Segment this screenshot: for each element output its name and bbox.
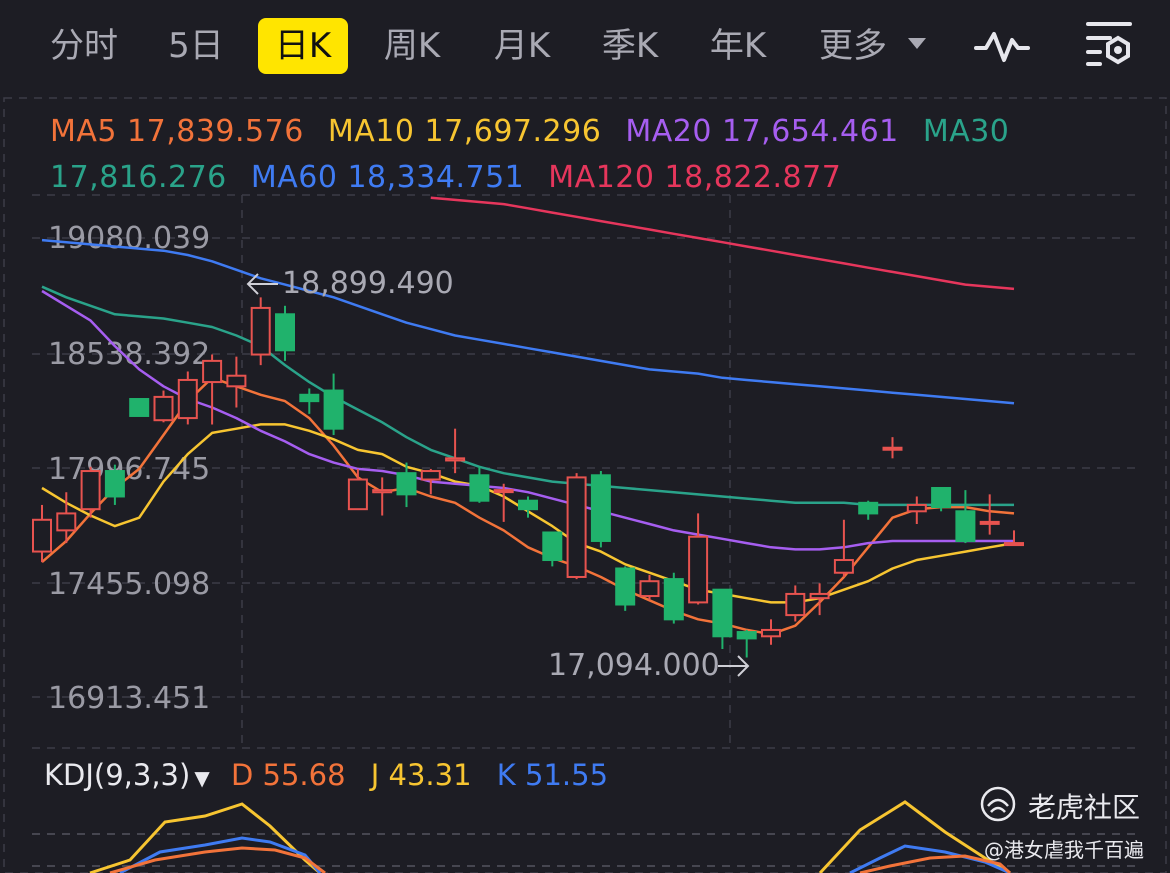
candle[interactable] <box>250 297 271 366</box>
candle[interactable] <box>858 500 879 520</box>
kdj-k-value: 51.55 <box>525 758 609 792</box>
candle[interactable] <box>56 492 77 544</box>
kdj-j-value: 43.31 <box>388 758 472 792</box>
candle[interactable] <box>712 588 733 650</box>
candle[interactable] <box>396 462 417 508</box>
ma60-value: 18,334.751 <box>347 160 525 195</box>
candle[interactable] <box>32 504 52 563</box>
candle[interactable] <box>833 519 854 577</box>
candle[interactable] <box>736 629 757 658</box>
period-tabbar: 分时 5日 日K 周K 月K 季K 年K 更多 <box>0 0 1170 90</box>
ma10-value: 17,697.296 <box>424 114 602 149</box>
kdj-k-line <box>119 836 322 873</box>
candle[interactable] <box>979 494 1000 535</box>
y-axis-label-0: 19080.039 <box>48 221 210 256</box>
kdj-j-label: J <box>370 758 380 792</box>
ma30-label: MA30 <box>922 114 1010 149</box>
candle[interactable] <box>663 572 684 624</box>
ma120-label: MA120 <box>548 160 655 195</box>
kdj-legend[interactable]: KDJ(9,3,3) ▼ D 55.68 J 43.31 K 51.55 <box>44 758 608 792</box>
candle[interactable] <box>931 486 952 512</box>
high-marker-label: 18,899.490 <box>282 266 454 301</box>
candle[interactable] <box>906 496 927 525</box>
candle[interactable] <box>80 466 101 518</box>
chart-frame <box>3 97 1167 873</box>
tab-monthly-k[interactable]: 月K <box>493 26 551 66</box>
candle[interactable] <box>372 477 393 516</box>
candle[interactable] <box>955 490 976 544</box>
candle[interactable] <box>493 483 514 522</box>
tab-more[interactable]: 更多 <box>819 26 887 66</box>
candle[interactable] <box>275 305 295 361</box>
ma-line-ma20 <box>41 289 1014 551</box>
candle[interactable] <box>420 468 441 495</box>
candle[interactable] <box>226 356 247 408</box>
candle[interactable] <box>323 373 344 436</box>
ma-line-ma30 <box>41 285 1014 507</box>
tab-5day[interactable]: 5日 <box>168 26 224 66</box>
ma20-value: 17,654.461 <box>721 114 899 149</box>
y-axis-label-3: 17455.098 <box>48 567 210 602</box>
candle[interactable] <box>809 583 830 616</box>
ma30-value: 17,816.276 <box>50 160 227 195</box>
candle[interactable] <box>347 468 368 511</box>
candle[interactable] <box>615 566 636 611</box>
watermark-user: @港女虐我千百遍 <box>984 838 1144 862</box>
y-axis-label-2: 17996.745 <box>48 452 210 487</box>
candle[interactable] <box>882 437 903 459</box>
tab-daily-k[interactable]: 日K <box>258 18 348 74</box>
ma5-label: MA5 <box>50 114 117 149</box>
kdj-j-line <box>89 802 321 873</box>
ma-line-ma10 <box>41 423 1015 604</box>
ma-line-ma5 <box>41 376 1015 636</box>
candle[interactable] <box>1004 530 1024 547</box>
candle[interactable] <box>566 473 587 580</box>
low-marker-arrowhead <box>737 655 750 677</box>
ma-line-ma60 <box>41 238 1015 405</box>
tab-quarterly-k[interactable]: 季K <box>601 26 659 66</box>
kdj-d-line <box>109 846 326 873</box>
candle[interactable] <box>299 388 320 414</box>
ma-legend-row-2: 17,816.276 MA60 18,334.751 MA120 18,822.… <box>50 160 841 195</box>
candle[interactable] <box>518 496 538 518</box>
settings-icon[interactable] <box>1084 18 1136 70</box>
pulse-icon[interactable] <box>972 26 1032 66</box>
ma20-label: MA20 <box>625 114 712 149</box>
candle[interactable] <box>104 464 125 505</box>
candle[interactable] <box>688 513 709 605</box>
kdj-subchart <box>32 800 1140 873</box>
ma5-value: 17,839.576 <box>127 114 304 149</box>
tab-weekly-k[interactable]: 周K <box>383 26 441 66</box>
kdj-label: KDJ(9,3,3) <box>44 758 191 792</box>
candle[interactable] <box>445 428 466 474</box>
kdj-d-value: 55.68 <box>262 758 346 792</box>
ma60-label: MA60 <box>250 160 338 195</box>
candle[interactable] <box>542 531 563 567</box>
candle[interactable] <box>129 398 150 417</box>
caret-down-icon[interactable] <box>906 36 928 52</box>
candle[interactable] <box>785 585 806 622</box>
kdj-caret-icon[interactable]: ▼ <box>194 766 210 790</box>
y-axis-label-1: 18538.392 <box>48 337 210 372</box>
watermark-brand: 老虎社区 <box>1028 791 1141 824</box>
candle[interactable] <box>639 574 660 601</box>
candle[interactable] <box>761 619 781 645</box>
tiger-logo-icon <box>980 786 1016 822</box>
high-marker-arrowhead <box>246 273 259 295</box>
ma-line-ma120 <box>430 196 1015 291</box>
candle[interactable] <box>590 471 611 548</box>
candle[interactable] <box>153 390 174 423</box>
candle[interactable] <box>177 371 198 425</box>
y-axis-label-4: 16913.451 <box>48 681 210 716</box>
low-marker-label: 17,094.000 <box>548 648 720 683</box>
kdj-d-label: D <box>230 758 254 792</box>
candle[interactable] <box>202 354 223 425</box>
candle[interactable] <box>469 466 490 503</box>
ma10-label: MA10 <box>327 114 415 149</box>
tab-fenshi[interactable]: 分时 <box>50 26 118 66</box>
tab-yearly-k[interactable]: 年K <box>709 26 767 66</box>
ma-legend-row-1: MA5 17,839.576 MA10 17,697.296 MA20 17,6… <box>50 114 1009 149</box>
kdj-k-label: K <box>496 758 516 792</box>
ma120-value: 18,822.877 <box>664 160 842 195</box>
